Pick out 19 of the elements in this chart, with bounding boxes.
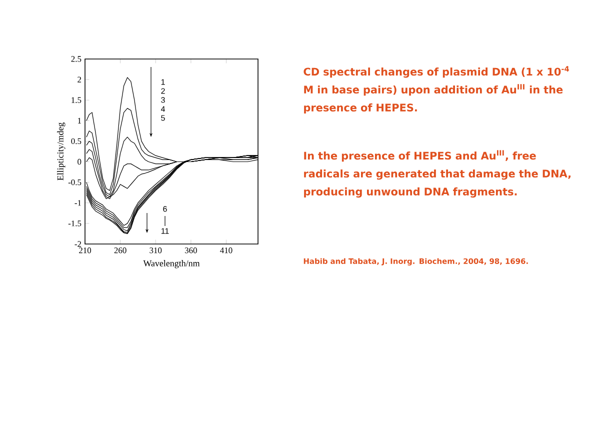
x-tick-label: 260 [114,248,126,254]
x-tick-label: 360 [184,248,197,254]
x-tick-label: 310 [150,248,162,254]
x-axis-title: Wavelength/nm [143,260,200,268]
x-tick-label: 410 [220,248,232,254]
text: CD spectral changes of plasmid DNA (1 x 10$^{-4}$ M in base pairs) upon addition of Au$^{III}$ in the presence of HEPES. [304,66,570,114]
y-tick-label: -0.5 [68,179,82,186]
text: In the presence of HEPES and Au$^{III}$, free radicals are generated that damage the DNA, producing unwound DNA fragments. [304,150,571,198]
y-tick-label: 1.5 [72,97,82,103]
y-tick-label: 1 [78,118,81,124]
y-tick-label: 0 [78,158,82,165]
y-tick-label: -2 [74,241,82,247]
y-tick-label: -1.5 [68,220,82,226]
x-tick-label: 210 [79,248,92,254]
y-axis-title: Ellipticity/mdeg [57,122,66,180]
y-tick-label: 2 [78,76,82,82]
y-tick-label: 0.5 [71,138,82,144]
y-tick-label: -1 [74,200,81,206]
y-tick-label: 2.5 [71,56,82,62]
